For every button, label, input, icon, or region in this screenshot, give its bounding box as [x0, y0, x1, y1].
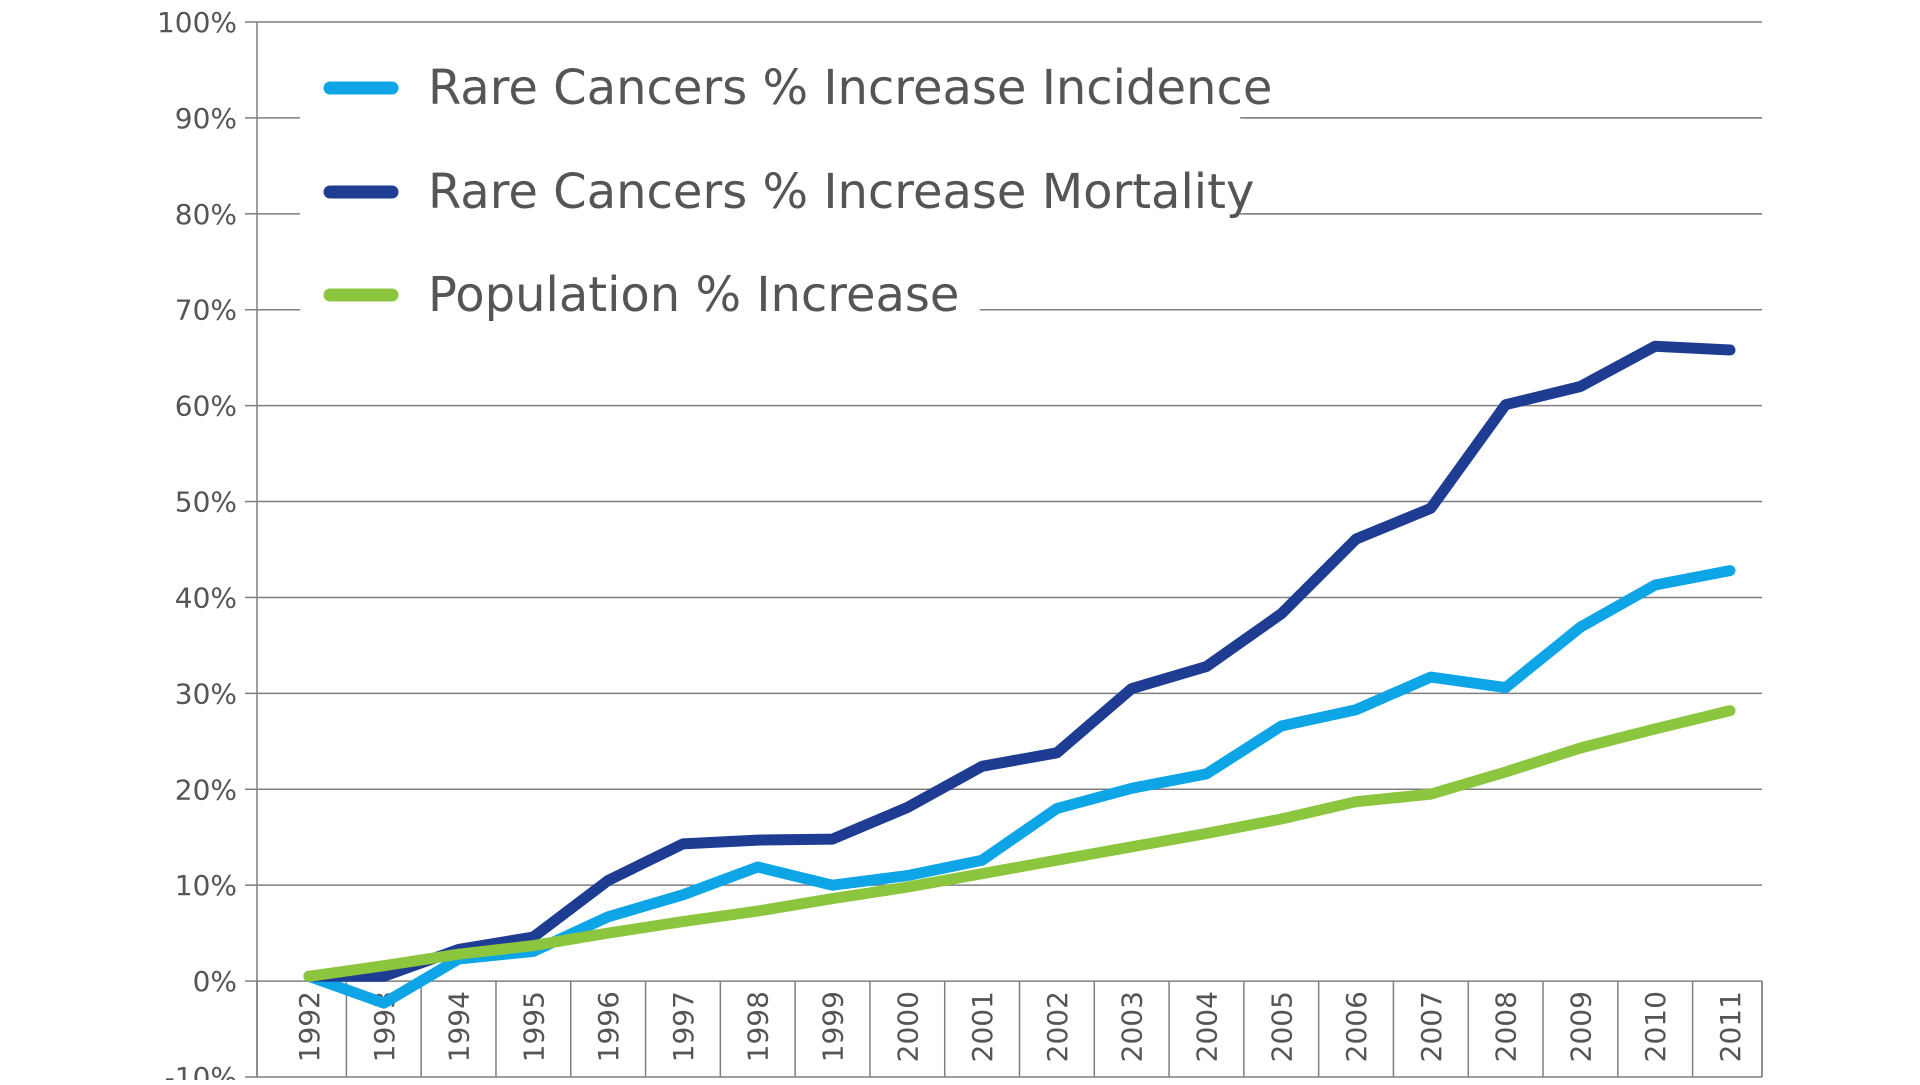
- x-tick-label: 1996: [592, 991, 625, 1062]
- y-tick-label: -10%: [165, 1061, 237, 1080]
- legend-label: Population % Increase: [428, 267, 959, 323]
- y-tick-label: 20%: [175, 773, 237, 806]
- x-tick-label: 1998: [742, 991, 775, 1062]
- x-tick-label: 2004: [1190, 991, 1223, 1062]
- x-tick-label: 2002: [1041, 991, 1074, 1062]
- x-tick-label: 1995: [517, 991, 550, 1062]
- x-tick-label: 1994: [443, 991, 476, 1062]
- x-tick-label: 2000: [891, 991, 924, 1062]
- x-tick-label: 2006: [1340, 991, 1373, 1062]
- x-tick-label: 2008: [1490, 991, 1523, 1062]
- x-tick-label: 2007: [1415, 991, 1448, 1062]
- y-tick-label: 80%: [175, 198, 237, 231]
- y-tick-label: 70%: [175, 294, 237, 327]
- y-tick-label: 100%: [157, 6, 237, 39]
- legend-label: Rare Cancers % Increase Mortality: [428, 164, 1254, 220]
- y-tick-label: 10%: [175, 869, 237, 902]
- legend: Rare Cancers % Increase Incidence Rare Ca…: [300, 40, 1762, 340]
- x-tick-label: 1999: [817, 991, 850, 1062]
- x-tick-label: 2003: [1116, 991, 1149, 1062]
- x-tick-label: 2011: [1714, 991, 1747, 1062]
- x-tick-label: 1997: [667, 991, 700, 1062]
- x-tick-label: 2009: [1564, 991, 1597, 1062]
- y-tick-label: 60%: [175, 390, 237, 423]
- y-tick-label: 40%: [175, 581, 237, 614]
- series-line: [303, 340, 1736, 982]
- series-lines: [303, 340, 1736, 1009]
- y-tick-label: 0%: [193, 965, 237, 998]
- legend-background: [300, 40, 1240, 340]
- series-line: [303, 705, 1736, 982]
- y-tick-label: 50%: [175, 486, 237, 519]
- legend-label: Rare Cancers % Increase Incidence: [428, 60, 1272, 116]
- x-tick-label: 2001: [966, 991, 999, 1062]
- axes: 100% 90% 80% 70% 60% 50% 40% 30% 20% 10% 0% -10% 199…: [157, 6, 1763, 1085]
- y-tick-label: 90%: [175, 102, 237, 135]
- x-tick-label: 2005: [1265, 991, 1298, 1062]
- x-tick-label: 2010: [1639, 991, 1672, 1062]
- y-tick-label: 30%: [175, 677, 237, 710]
- x-tick-label: 1992: [293, 991, 326, 1062]
